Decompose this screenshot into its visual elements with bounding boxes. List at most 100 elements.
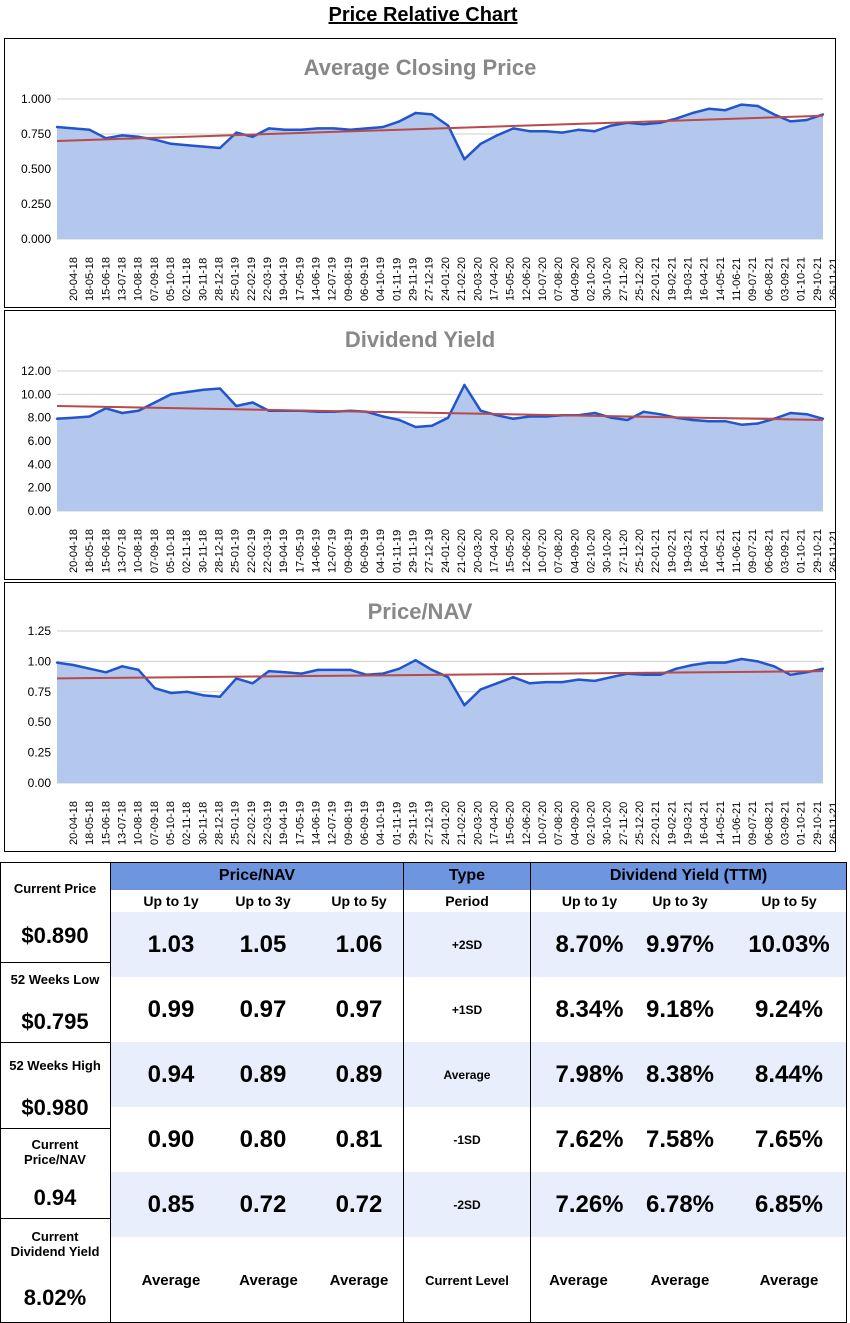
pnav-value: 1.03 [147, 930, 195, 958]
data-point [202, 145, 205, 148]
sub-dy-1y: Up to 1y [561, 893, 618, 909]
x-tick-label: 13-07-18 [117, 801, 129, 845]
x-tick-label: 12-06-20 [521, 257, 533, 301]
x-tick-label: 21-02-20 [456, 529, 468, 573]
sub-pnav-1y: Up to 1y [143, 893, 199, 909]
sub-pnav-5y: Up to 5y [331, 893, 387, 909]
divider [0, 862, 847, 863]
x-tick-label: 06-09-19 [359, 801, 371, 845]
x-tick-label: 24-01-20 [440, 529, 452, 573]
data-point [365, 127, 368, 130]
y-tick-label: 0.500 [21, 162, 51, 176]
dy-value: 7.62% [555, 1125, 624, 1153]
x-tick-label: 15-06-18 [100, 529, 112, 573]
x-tick-label: 30-11-18 [197, 258, 209, 301]
x-tick-label: 02-11-18 [181, 258, 193, 301]
data-point [72, 127, 75, 130]
x-tick-label: 04-09-20 [569, 257, 581, 301]
x-tick-label: 06-08-21 [763, 529, 775, 573]
x-tick-label: 29-10-21 [812, 257, 824, 301]
x-tick-label: 14-06-19 [311, 801, 323, 845]
data-point [724, 661, 727, 664]
x-tick-label: 29-11-19 [408, 802, 420, 845]
y-tick-label: 2.00 [28, 481, 52, 495]
data-point [153, 138, 156, 141]
price-nav-chart-svg: Price/NAV 0.00 0.25 0.50 0.75 1.00 1.25 20-04-1… [28, 599, 835, 845]
x-tick-label: 02-10-20 [585, 529, 597, 573]
header-type: Type [404, 862, 530, 890]
data-point [186, 390, 189, 394]
x-tick-label: 26-11-21 [828, 802, 835, 845]
data-point [691, 111, 694, 115]
x-tick-label: 22-02-19 [246, 801, 258, 845]
chart-dividend-yield: Dividend Yield 0.00 2.00 4.00 6.00 8.00 10.00 1… [4, 310, 836, 580]
x-tick-label: 19-02-21 [666, 529, 678, 573]
data-point [284, 671, 287, 674]
x-tick-label: 09-08-19 [343, 529, 355, 573]
current-dy-value: 8.02% [23, 1285, 87, 1310]
x-tick-label: 04-10-19 [375, 257, 387, 301]
x-tick-label: 04-09-20 [569, 801, 581, 845]
data-point [495, 134, 499, 137]
x-tick-label: 30-11-18 [197, 530, 209, 573]
x-tick-label: 22-03-19 [262, 801, 274, 845]
data-point [381, 672, 385, 675]
type-label: -1SD [453, 1132, 481, 1147]
data-point [463, 158, 466, 161]
data-point [609, 676, 613, 679]
x-tick-label: 11-06-21 [731, 530, 743, 573]
data-point [446, 416, 450, 419]
trend-line [56, 114, 824, 142]
pnav-value: 0.72 [239, 1190, 287, 1218]
x-tick-label: 18-05-18 [84, 529, 96, 573]
x-tick-label: 10-07-20 [537, 801, 549, 845]
x-tick-label: 22-03-19 [262, 257, 274, 301]
row-band [111, 912, 846, 977]
series-area [57, 104, 823, 239]
data-point [316, 668, 319, 672]
data-point [707, 107, 711, 111]
chart-title: Dividend Yield [345, 327, 495, 352]
pnav-value: 0.72 [335, 1190, 383, 1218]
data-point [577, 678, 580, 681]
x-tick-label: 05-10-18 [165, 257, 177, 301]
current-price-label: Current Price [13, 880, 97, 896]
data-point [463, 383, 466, 387]
x-tick-label: 01-10-21 [796, 257, 808, 301]
data-point [414, 425, 417, 429]
data-point [789, 411, 792, 415]
x-tick-label: 01-10-21 [796, 529, 808, 573]
x-tick-label: 17-04-20 [488, 801, 500, 845]
x-tick-label: 27-11-20 [618, 802, 630, 845]
x-tick-label: 06-09-19 [359, 529, 371, 573]
data-point [724, 420, 727, 423]
x-tick-label: 15-06-18 [100, 257, 112, 301]
y-tick-label: 0.00 [28, 504, 52, 518]
x-tick-label: 19-04-19 [278, 257, 290, 301]
data-point [235, 404, 238, 408]
data-point [121, 411, 124, 415]
x-tick-label: 25-01-19 [230, 801, 242, 845]
dy-value: 7.26% [555, 1190, 624, 1218]
data-point [446, 676, 450, 679]
x-tick-label: 17-05-19 [294, 801, 306, 845]
data-point [642, 673, 645, 676]
x-tick-label: 18-05-18 [84, 801, 96, 845]
data-point [202, 694, 205, 697]
data-point [218, 695, 222, 698]
x-tick-label: 19-04-19 [278, 801, 290, 845]
current-pnav-value: 0.94 [33, 1185, 77, 1210]
current-pnav-label: Current Price/NAV [24, 1137, 86, 1167]
x-tick-label: 03-09-21 [780, 257, 792, 301]
dy-value: 6.78% [645, 1190, 715, 1218]
data-point [463, 704, 466, 707]
x-tick-label: 17-04-20 [488, 529, 500, 573]
x-tick-label: 07-09-18 [149, 257, 161, 301]
x-tick-label: 30-10-20 [602, 529, 614, 573]
data-point [528, 130, 531, 133]
dy-value: 7.65% [754, 1125, 824, 1153]
data-point [479, 409, 482, 412]
data-point [756, 104, 759, 108]
footer-dy-1y: Average [549, 1271, 608, 1289]
data-point [756, 422, 759, 425]
